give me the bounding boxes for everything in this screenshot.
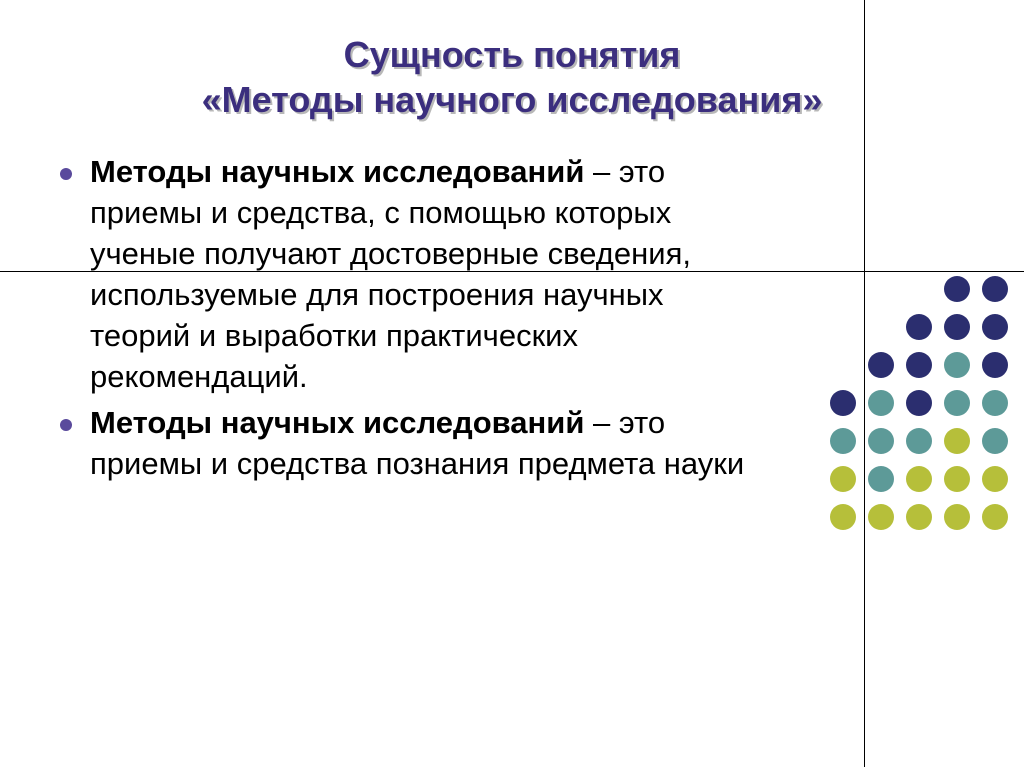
grid-dot — [944, 314, 970, 340]
grid-dot — [868, 428, 894, 454]
grid-dot — [906, 466, 932, 492]
grid-dot — [868, 390, 894, 416]
bullet-bold: Методы научных исследований — [90, 154, 584, 189]
slide-body: Методы научных исследований – это приемы… — [0, 122, 760, 485]
bullet-bold: Методы научных исследований — [90, 405, 584, 440]
bullet-text: Методы научных исследований – это приемы… — [90, 152, 760, 397]
grid-dot — [982, 504, 1008, 530]
title-line-2: «Методы научного исследования» — [0, 77, 1024, 122]
bullet-dot-icon — [60, 419, 72, 431]
bullet-item: Методы научных исследований – это приемы… — [60, 403, 760, 485]
grid-dot — [944, 276, 970, 302]
decorative-dot-grid — [830, 276, 1014, 536]
slide-title: Сущность понятия «Методы научного исслед… — [0, 0, 1024, 122]
grid-dot — [944, 352, 970, 378]
bullet-rest: – это приемы и средства, с помощью котор… — [90, 154, 691, 394]
grid-dot — [906, 314, 932, 340]
slide: Сущность понятия «Методы научного исслед… — [0, 0, 1024, 767]
grid-dot — [944, 428, 970, 454]
grid-dot — [830, 466, 856, 492]
grid-dot — [944, 466, 970, 492]
grid-dot — [982, 276, 1008, 302]
grid-dot — [906, 352, 932, 378]
grid-dot — [982, 314, 1008, 340]
grid-dot — [982, 390, 1008, 416]
grid-dot — [982, 428, 1008, 454]
grid-dot — [906, 428, 932, 454]
grid-dot — [830, 428, 856, 454]
title-line-1: Сущность понятия — [0, 32, 1024, 77]
grid-dot — [906, 504, 932, 530]
crosshair-horizontal — [0, 271, 1024, 272]
grid-dot — [868, 352, 894, 378]
bullet-text: Методы научных исследований – это приемы… — [90, 403, 760, 485]
grid-dot — [944, 504, 970, 530]
grid-dot — [944, 390, 970, 416]
grid-dot — [830, 504, 856, 530]
bullet-dot-icon — [60, 168, 72, 180]
grid-dot — [868, 466, 894, 492]
bullet-item: Методы научных исследований – это приемы… — [60, 152, 760, 397]
grid-dot — [982, 466, 1008, 492]
grid-dot — [906, 390, 932, 416]
grid-dot — [982, 352, 1008, 378]
grid-dot — [868, 504, 894, 530]
grid-dot — [830, 390, 856, 416]
